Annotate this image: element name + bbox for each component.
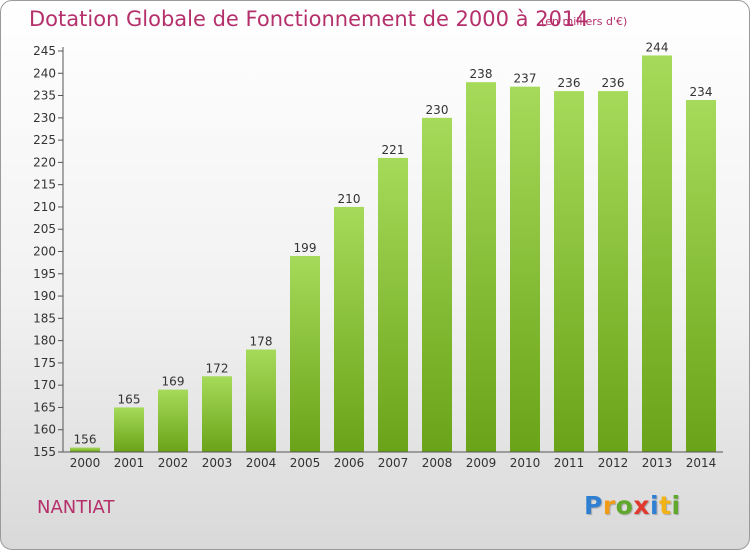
bar-2006 [334, 206, 364, 452]
commune-name: NANTIAT [37, 497, 115, 518]
bar-2009 [466, 82, 496, 452]
bar-2002 [158, 389, 188, 452]
y-tick-label: 220 [33, 155, 56, 169]
y-tick-label: 185 [33, 311, 56, 325]
y-tick-label: 205 [33, 222, 56, 236]
bar-2011 [554, 91, 584, 452]
y-tick-label: 190 [33, 289, 56, 303]
bar-2014 [686, 100, 716, 452]
x-tick-label-2008: 2008 [422, 456, 453, 470]
y-tick-label: 200 [33, 245, 56, 259]
x-tick-label-2006: 2006 [334, 456, 365, 470]
x-tick-label-2014: 2014 [686, 456, 717, 470]
data-label-2013: 244 [646, 40, 669, 54]
y-axis: 155 160 165 170 175 180 185 190 195 200 205 210 215 2… [33, 44, 64, 459]
bar-2004 [246, 349, 276, 452]
bar-2010 [510, 86, 540, 453]
y-tick-label: 240 [33, 66, 56, 80]
data-label-2014: 234 [690, 85, 713, 99]
bar-2000 [70, 447, 100, 452]
data-label-2008: 230 [426, 103, 449, 117]
x-tick-label-2011: 2011 [554, 456, 585, 470]
data-label-2011: 236 [558, 76, 581, 90]
proxiti-logo: Proxiti [584, 491, 681, 520]
x-tick-label-2005: 2005 [290, 456, 321, 470]
data-label-2012: 236 [602, 76, 625, 90]
chart-subtitle: (en milliers d'€) [541, 15, 628, 28]
bar-2001 [114, 407, 144, 452]
x-axis: 2000 2001 2002 2003 2004 2005 2006 2007 2008 2009… [63, 451, 723, 470]
x-tick-label-2002: 2002 [158, 456, 189, 470]
data-label-2009: 238 [470, 67, 493, 81]
x-tick-label-2003: 2003 [202, 456, 233, 470]
y-tick-label: 245 [33, 44, 56, 58]
bar-2007 [378, 157, 408, 452]
data-label-2005: 199 [294, 241, 317, 255]
data-label-2003: 172 [206, 361, 229, 375]
y-tick-label: 225 [33, 133, 56, 147]
bars: 156 165 169 172 178 199 210 221 230 238 237 236 236 2… [70, 40, 716, 453]
bar-2008 [422, 117, 452, 452]
x-tick-label-2013: 2013 [642, 456, 673, 470]
data-label-2007: 221 [382, 143, 405, 157]
data-label-2004: 178 [250, 335, 273, 349]
x-tick-label-2009: 2009 [466, 456, 497, 470]
y-tick-label: 215 [33, 178, 56, 192]
x-tick-label-2012: 2012 [598, 456, 629, 470]
x-tick-label-2010: 2010 [510, 456, 541, 470]
x-tick-label-2004: 2004 [246, 456, 277, 470]
bar-2003 [202, 376, 232, 452]
chart-title: Dotation Globale de Fonctionnement de 20… [29, 7, 589, 31]
bar-2013 [642, 55, 672, 452]
y-tick-label: 230 [33, 111, 56, 125]
x-tick-label-2007: 2007 [378, 456, 409, 470]
bar-2012 [598, 91, 628, 452]
y-tick-label: 170 [33, 378, 56, 392]
x-tick-label-2000: 2000 [70, 456, 101, 470]
data-label-2001: 165 [118, 392, 141, 406]
y-tick-label: 160 [33, 423, 56, 437]
y-tick-label: 235 [33, 89, 56, 103]
data-label-2000: 156 [74, 433, 97, 447]
y-tick-label: 195 [33, 267, 56, 281]
y-tick-label: 210 [33, 200, 56, 214]
data-label-2002: 169 [162, 375, 185, 389]
y-tick-label: 165 [33, 400, 56, 414]
x-tick-label-2001: 2001 [114, 456, 145, 470]
y-tick-label: 180 [33, 334, 56, 348]
y-tick-label: 175 [33, 356, 56, 370]
y-tick-label: 155 [33, 445, 56, 459]
data-label-2010: 237 [514, 72, 537, 86]
data-label-2006: 210 [338, 192, 361, 206]
bar-2005 [290, 255, 320, 452]
